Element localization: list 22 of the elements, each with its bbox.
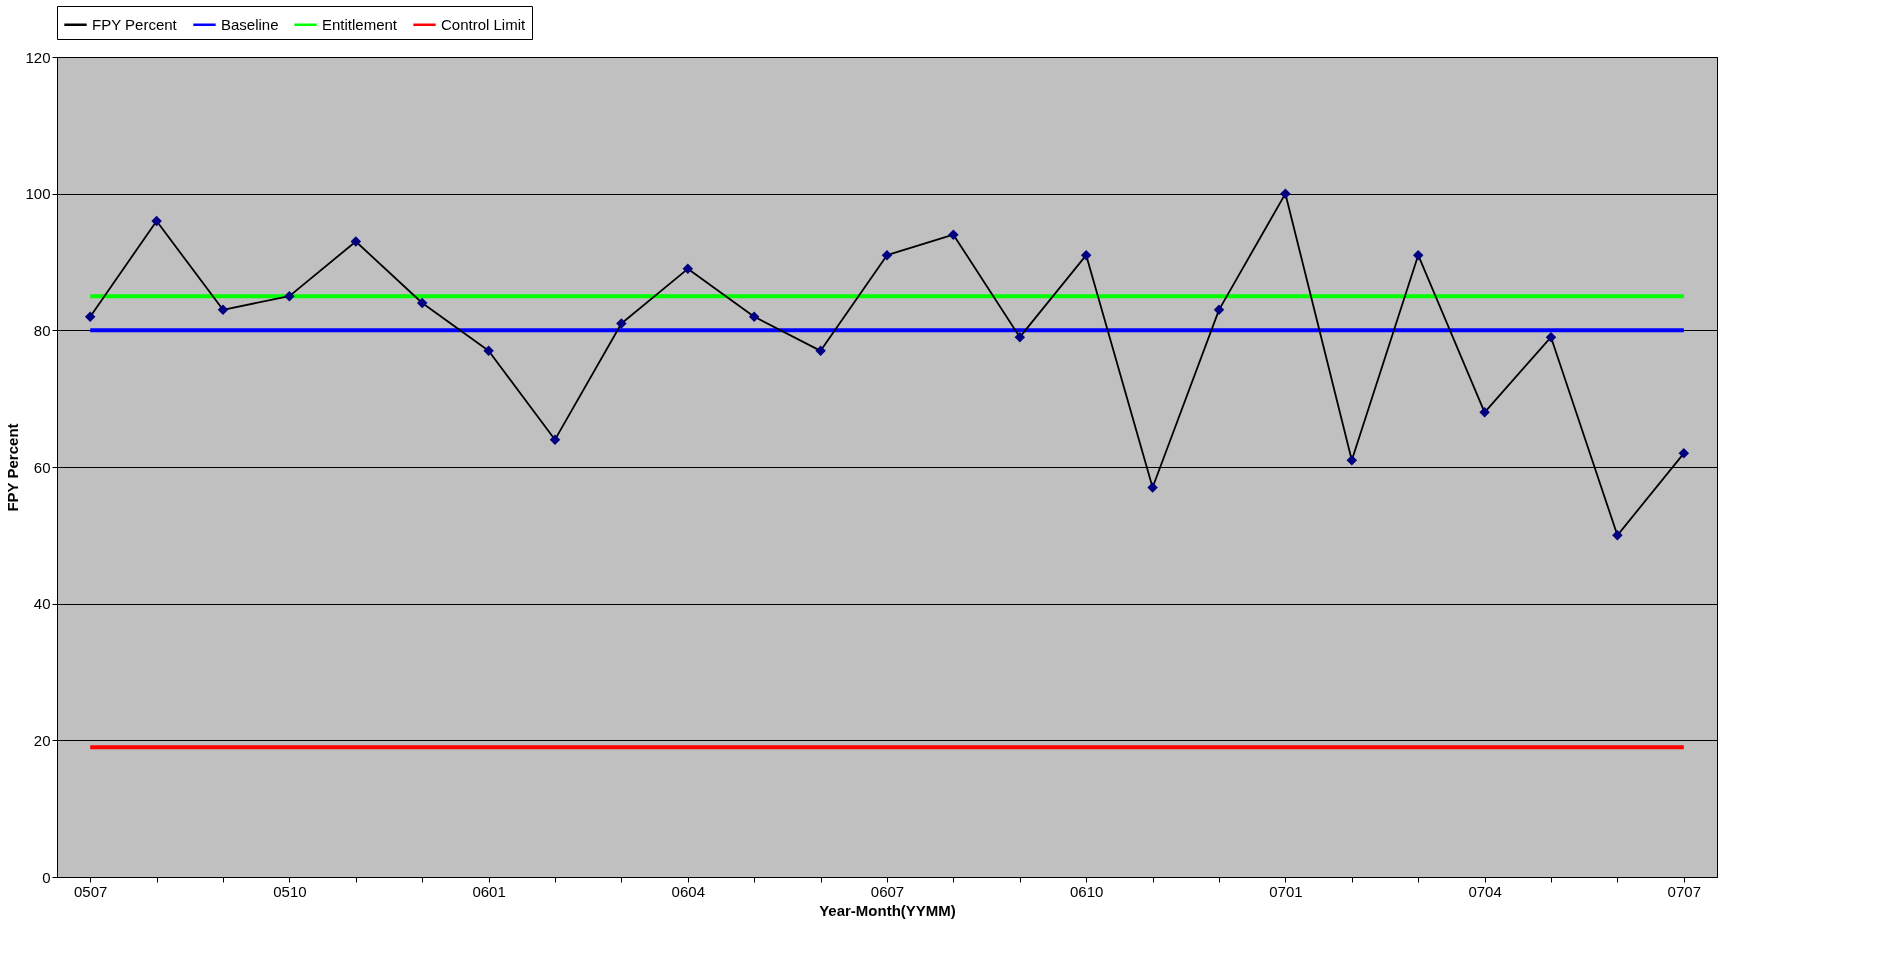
x-tick-label: 0701 bbox=[1269, 882, 1303, 900]
x-tick-label: 0507 bbox=[74, 882, 108, 900]
y-tick-label: 20 bbox=[33, 731, 51, 749]
x-tick-label: 0604 bbox=[671, 882, 705, 900]
x-tick-label: 0704 bbox=[1468, 882, 1502, 900]
x-axis-title: Year-Month(YYMM) bbox=[819, 901, 956, 919]
y-tick-label: 100 bbox=[25, 185, 51, 203]
y-tick-label: 40 bbox=[33, 595, 51, 613]
y-tick-label: 80 bbox=[33, 321, 51, 339]
y-axis-title: FPY Percent bbox=[4, 423, 22, 512]
y-tick-label: 0 bbox=[42, 868, 51, 886]
y-tick-label: 120 bbox=[25, 48, 51, 66]
y-tick-label: 60 bbox=[33, 458, 51, 476]
legend-label: Entitlement bbox=[322, 15, 398, 33]
x-tick-label: 0601 bbox=[472, 882, 506, 900]
legend-label: FPY Percent bbox=[92, 15, 178, 33]
legend-label: Baseline bbox=[221, 15, 279, 33]
legend-label: Control Limit bbox=[441, 15, 527, 33]
x-tick-label: 0607 bbox=[870, 882, 905, 900]
x-tick-label: 0610 bbox=[1070, 882, 1104, 900]
x-tick-label: 0707 bbox=[1667, 882, 1701, 900]
x-tick-label: 0510 bbox=[273, 882, 307, 900]
